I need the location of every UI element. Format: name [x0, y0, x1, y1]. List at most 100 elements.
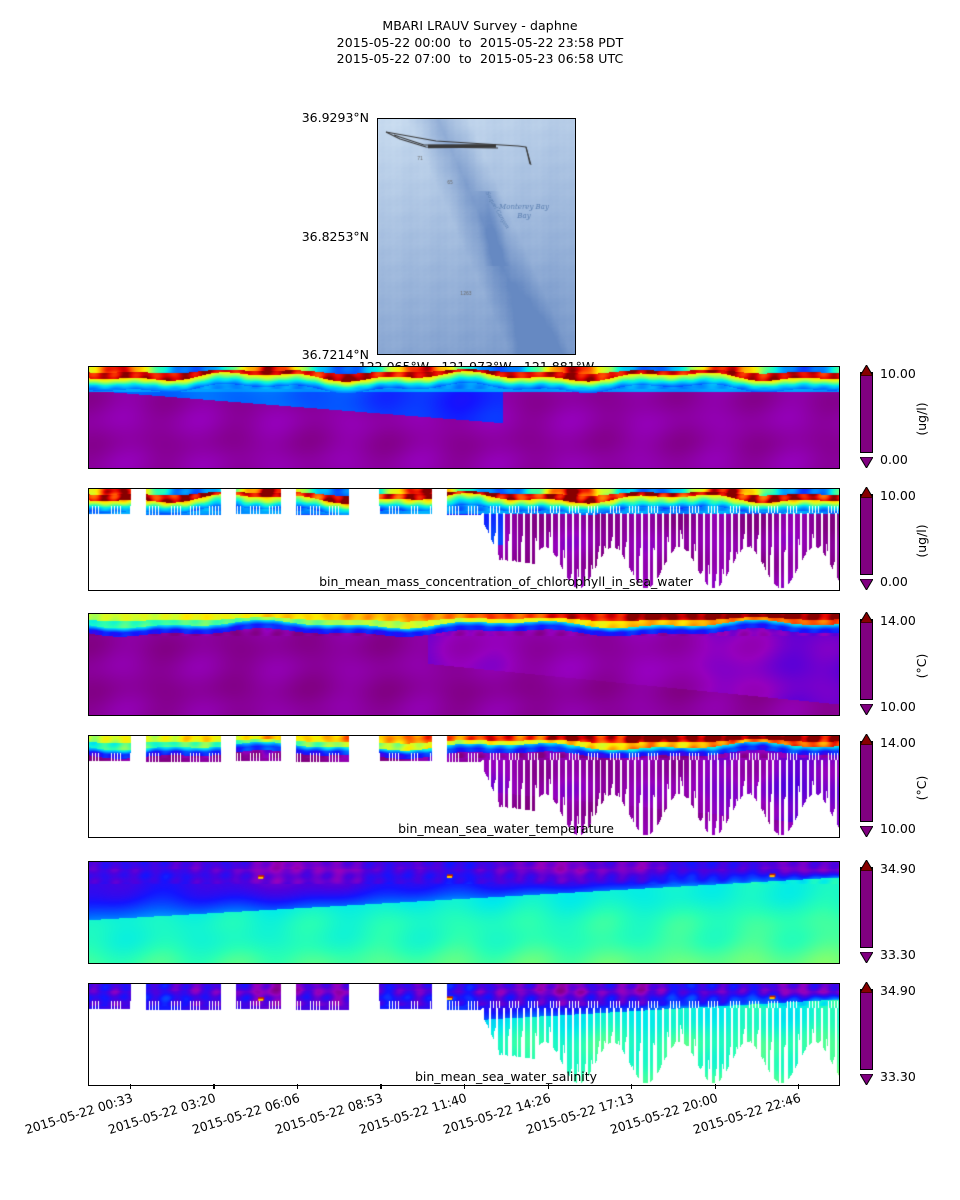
colorbar-min-label-temperature-binned: 10.00: [880, 821, 916, 836]
x-tick-label-8: 2015-05-22 22:46: [691, 1090, 803, 1137]
y-tick-mark-temperature-contour-2: [88, 655, 89, 656]
panel-salinity-contour[interactable]: depth (m)0255075100: [88, 861, 840, 964]
y-tick-mark-temperature-binned-1: [88, 756, 89, 757]
colorbar-min-label-temperature-contour: 10.00: [880, 699, 916, 714]
y-tick-mark-salinity-binned-3: [88, 1045, 89, 1046]
colorbar-extend-min-icon-salinity-binned: [859, 1070, 874, 1086]
plot-canvas-salinity-contour: [89, 862, 839, 963]
colorbar-extend-max-icon-temperature-contour: [859, 608, 874, 624]
colorbar-max-label-chlorophyll-binned: 10.00: [880, 488, 916, 503]
figure-subtitle-pdt: 2015-05-22 00:00 to 2015-05-22 23:58 PDT: [336, 34, 624, 50]
colorbar-temperature-binned[interactable]: 14.00 10.00 (°C): [859, 730, 960, 843]
colorbar-gradient-chlorophyll-binned: [860, 494, 873, 575]
plot-canvas-temperature-contour: [89, 614, 839, 715]
colorbar-unit-label-temperature-binned: (°C): [914, 775, 929, 800]
colorbar-max-label-temperature-contour: 14.00: [880, 613, 916, 628]
colorbar-gradient-salinity-contour: [860, 867, 873, 948]
y-tick-mark-chlorophyll-binned-4: [88, 571, 89, 572]
y-tick-mark-salinity-contour-3: [88, 923, 89, 924]
plot-canvas-temperature-binned: [89, 736, 839, 837]
x-tick-mark-6: [631, 1084, 633, 1089]
colorbar-salinity-binned[interactable]: 34.90 33.30: [859, 978, 960, 1091]
colorbar-max-label-salinity-contour: 34.90: [880, 861, 916, 876]
y-tick-mark-salinity-binned-0: [88, 983, 89, 984]
colorbar-min-label-salinity-contour: 33.30: [880, 947, 916, 962]
colorbar-gradient-temperature-binned: [860, 741, 873, 822]
plot-canvas-chlorophyll-contour: [89, 367, 839, 468]
y-tick-mark-chlorophyll-binned-0: [88, 488, 89, 489]
colorbar-extend-max-icon-chlorophyll-binned: [859, 483, 874, 499]
y-tick-mark-chlorophyll-binned-1: [88, 509, 89, 510]
figure-subtitle-utc: 2015-05-22 07:00 to 2015-05-23 06:58 UTC: [336, 51, 624, 66]
y-tick-mark-temperature-binned-3: [88, 797, 89, 798]
panel-chlorophyll-contour[interactable]: depth (m)0255075100: [88, 366, 840, 469]
colorbar-chlorophyll-binned[interactable]: 10.00 0.00 (ug/l): [859, 483, 960, 596]
colorbar-extend-max-icon-salinity-binned: [859, 978, 874, 994]
colorbar-extend-max-icon-chlorophyll-contour: [859, 361, 874, 377]
y-tick-mark-chlorophyll-contour-3: [88, 428, 89, 429]
panel-temperature-binned[interactable]: bin_mean_sea_water_temperaturedepth (m)0…: [88, 735, 840, 838]
y-tick-mark-temperature-binned-4: [88, 818, 89, 819]
panel-chlorophyll-binned[interactable]: bin_mean_mass_concentration_of_chlorophy…: [88, 488, 840, 591]
colorbar-gradient-chlorophyll-contour: [860, 372, 873, 453]
plot-canvas-chlorophyll-binned: [89, 489, 839, 590]
colorbar-max-label-chlorophyll-contour: 10.00: [880, 366, 916, 381]
figure-title-block: MBARI LRAUV Survey - daphne 2015-05-22 0…: [0, 18, 960, 68]
y-tick-mark-temperature-binned-2: [88, 777, 89, 778]
y-tick-mark-temperature-contour-3: [88, 675, 89, 676]
colorbar-unit-label-chlorophyll-binned: (ug/l): [914, 523, 929, 558]
y-tick-mark-chlorophyll-contour-1: [88, 387, 89, 388]
x-tick-mark-7: [714, 1084, 716, 1089]
plot-canvas-salinity-binned: [89, 984, 839, 1085]
colorbar-unit-label-chlorophyll-contour: (ug/l): [914, 401, 929, 436]
y-tick-mark-temperature-contour-4: [88, 696, 89, 697]
colorbar-unit-label-temperature-contour: (°C): [914, 653, 929, 678]
figure-title: MBARI LRAUV Survey - daphne: [382, 18, 578, 33]
y-tick-mark-salinity-contour-4: [88, 944, 89, 945]
colorbar-extend-min-icon-temperature-contour: [859, 700, 874, 716]
colorbar-temperature-contour[interactable]: 14.00 10.00 (°C): [859, 608, 960, 721]
y-tick-mark-salinity-binned-2: [88, 1025, 89, 1026]
y-tick-mark-salinity-binned-1: [88, 1004, 89, 1005]
y-tick-mark-temperature-contour-1: [88, 634, 89, 635]
y-tick-mark-salinity-binned-4: [88, 1066, 89, 1067]
colorbar-max-label-temperature-binned: 14.00: [880, 735, 916, 750]
y-tick-mark-salinity-contour-0: [88, 861, 89, 862]
colorbar-extend-max-icon-salinity-contour: [859, 856, 874, 872]
colorbar-gradient-salinity-binned: [860, 989, 873, 1070]
x-tick-mark-4: [464, 1084, 466, 1089]
colorbar-extend-min-icon-chlorophyll-binned: [859, 575, 874, 591]
y-tick-mark-chlorophyll-binned-3: [88, 550, 89, 551]
colorbar-gradient-temperature-contour: [860, 619, 873, 700]
colorbar-min-label-chlorophyll-contour: 0.00: [880, 452, 908, 467]
map-bathymetry-canvas: [378, 119, 575, 354]
colorbar-salinity-contour[interactable]: 34.90 33.30: [859, 856, 960, 969]
colorbar-extend-min-icon-temperature-binned: [859, 822, 874, 838]
colorbar-min-label-salinity-binned: 33.30: [880, 1069, 916, 1084]
colorbar-min-label-chlorophyll-binned: 0.00: [880, 574, 908, 589]
map-lat-tick-0: 36.9293°N: [301, 110, 369, 125]
y-tick-mark-chlorophyll-contour-4: [88, 449, 89, 450]
y-tick-mark-chlorophyll-contour-0: [88, 366, 89, 367]
x-tick-mark-8: [798, 1084, 800, 1089]
panel-salinity-binned[interactable]: bin_mean_sea_water_salinitydepth (m)0255…: [88, 983, 840, 1086]
x-tick-mark-2: [296, 1084, 299, 1089]
y-tick-mark-salinity-contour-1: [88, 882, 89, 883]
panel-temperature-contour[interactable]: depth (m)0255075100: [88, 613, 840, 716]
colorbar-max-label-salinity-binned: 34.90: [880, 983, 916, 998]
map-bathymetry-frame[interactable]: [377, 118, 576, 355]
map-lat-tick-2: 36.7214°N: [301, 347, 369, 362]
x-tick-mark-3: [380, 1084, 382, 1089]
y-tick-mark-salinity-contour-2: [88, 903, 89, 904]
y-tick-mark-temperature-binned-0: [88, 735, 89, 736]
colorbar-extend-min-icon-chlorophyll-contour: [859, 453, 874, 469]
y-tick-mark-chlorophyll-contour-2: [88, 408, 89, 409]
colorbar-extend-min-icon-salinity-contour: [859, 948, 874, 964]
x-tick-mark-1: [213, 1084, 215, 1089]
x-tick-mark-5: [547, 1084, 549, 1089]
colorbar-extend-max-icon-temperature-binned: [859, 730, 874, 746]
colorbar-chlorophyll-contour[interactable]: 10.00 0.00 (ug/l): [859, 361, 960, 474]
y-tick-mark-chlorophyll-binned-2: [88, 530, 89, 531]
x-tick-mark-0: [129, 1084, 131, 1089]
